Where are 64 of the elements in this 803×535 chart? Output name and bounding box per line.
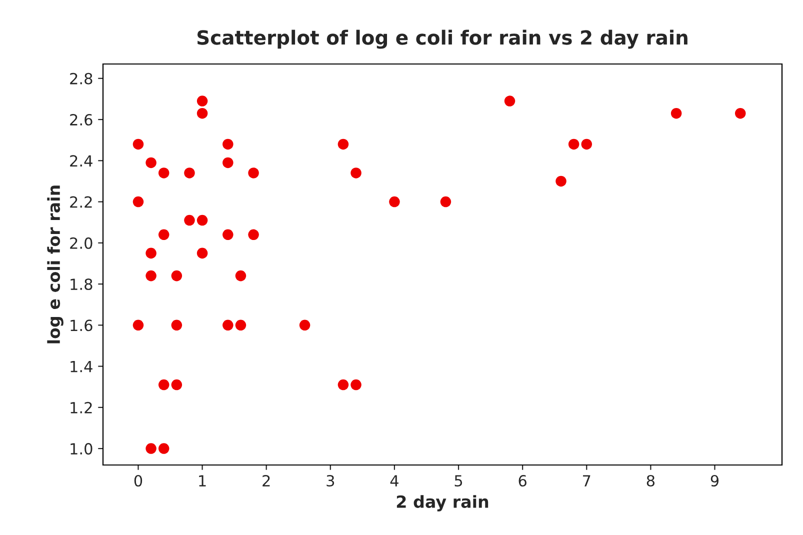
point — [568, 138, 580, 150]
point — [158, 443, 170, 454]
y-tick-label: 1.6 — [70, 320, 92, 332]
y-tick-label: 1.8 — [70, 278, 92, 290]
point — [338, 379, 349, 390]
point — [158, 379, 170, 390]
point — [235, 270, 246, 282]
point — [146, 443, 156, 454]
x-tick-label: 7 — [583, 475, 590, 486]
point — [556, 176, 566, 187]
point — [248, 229, 259, 240]
point — [235, 320, 246, 331]
point — [222, 157, 234, 168]
point — [158, 229, 170, 240]
point — [146, 270, 156, 282]
point — [158, 168, 170, 178]
x-tick-label: 8 — [646, 474, 654, 487]
point — [132, 138, 144, 150]
point — [350, 379, 362, 390]
point — [222, 320, 234, 331]
point — [670, 108, 682, 119]
x-tick-label: 3 — [326, 474, 334, 487]
x-tick-label: 9 — [710, 474, 719, 487]
point — [440, 196, 452, 208]
point — [184, 168, 195, 178]
point — [196, 214, 208, 226]
point — [338, 138, 349, 150]
point — [196, 248, 208, 259]
y-tick-label: 2.6 — [70, 114, 92, 126]
point — [581, 138, 592, 150]
y-tick-label: 2.0 — [70, 237, 92, 249]
point — [146, 157, 156, 168]
y-tick-label: 1.0 — [70, 443, 92, 455]
y-tick-label: 1.4 — [70, 360, 92, 372]
x-tick-label: 1 — [199, 475, 206, 486]
point — [171, 320, 182, 331]
point — [196, 96, 208, 106]
x-axis-title: 2 day rain — [396, 495, 488, 512]
x-tick-label: 2 — [262, 474, 270, 486]
x-tick-label: 5 — [454, 475, 462, 487]
y-tick-label: 1.2 — [70, 402, 92, 414]
y-tick-label: 2.4 — [70, 155, 92, 166]
point — [389, 196, 400, 208]
point — [299, 320, 310, 331]
point — [350, 168, 362, 178]
point — [171, 379, 182, 390]
chart-title: Scatterplot of log e coli for rain vs 2 day rain — [197, 30, 688, 49]
y-tick-label: 2.8 — [70, 72, 92, 84]
x-tick-label: 4 — [390, 475, 398, 486]
point — [222, 229, 234, 240]
point — [196, 108, 208, 119]
y-axis-title: log e coli for rain — [47, 186, 64, 344]
point — [146, 248, 156, 259]
y-tick-label: 2.2 — [70, 196, 92, 208]
x-tick-label: 0 — [134, 474, 142, 487]
point — [132, 196, 144, 208]
x-tick-label: 6 — [518, 474, 526, 487]
point — [184, 214, 195, 226]
point — [132, 320, 144, 331]
point — [734, 108, 746, 119]
point — [171, 270, 182, 282]
point — [248, 168, 259, 178]
point — [222, 138, 234, 150]
point — [504, 96, 516, 106]
